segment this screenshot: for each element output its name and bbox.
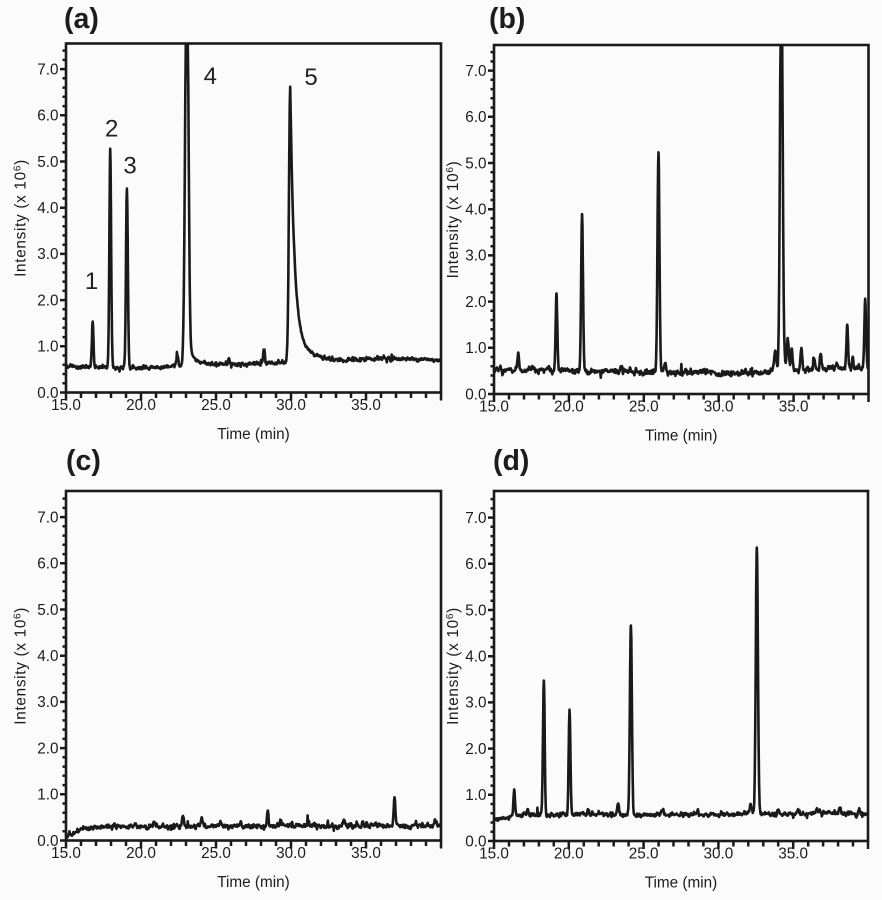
svg-text:35.0: 35.0 [351,845,381,862]
svg-text:5: 5 [304,64,317,91]
svg-text:0.0: 0.0 [37,833,58,850]
svg-text:(a): (a) [64,3,99,35]
svg-text:1.0: 1.0 [37,787,58,804]
svg-text:2.0: 2.0 [37,292,58,309]
svg-text:Intensity (x 106): Intensity (x 106) [445,161,462,279]
svg-text:15.0: 15.0 [479,846,509,863]
svg-text:7.0: 7.0 [465,510,486,527]
svg-text:3.0: 3.0 [37,694,58,711]
svg-text:Intensity (x 106): Intensity (x 106) [13,159,30,277]
svg-text:35.0: 35.0 [779,399,809,416]
svg-text:6.0: 6.0 [465,109,486,126]
svg-text:1.0: 1.0 [465,787,486,804]
svg-text:0.0: 0.0 [465,833,486,850]
svg-text:2.0: 2.0 [465,294,486,311]
svg-text:3.0: 3.0 [37,246,58,263]
svg-text:5.0: 5.0 [37,602,58,619]
svg-text:6.0: 6.0 [465,556,486,573]
svg-text:4.0: 4.0 [465,202,486,219]
svg-text:7.0: 7.0 [37,509,58,526]
svg-text:(c): (c) [66,445,101,477]
svg-text:2.0: 2.0 [465,741,486,758]
svg-text:1: 1 [85,268,98,295]
svg-text:4.0: 4.0 [465,649,486,666]
svg-text:15.0: 15.0 [479,399,509,416]
svg-text:35.0: 35.0 [351,397,381,414]
svg-text:Intensity (x 106): Intensity (x 106) [13,607,30,725]
svg-text:15.0: 15.0 [51,397,81,414]
svg-text:1.0: 1.0 [37,339,58,356]
svg-text:30.0: 30.0 [276,397,306,414]
svg-text:6.0: 6.0 [37,108,58,125]
svg-text:30.0: 30.0 [276,845,306,862]
svg-text:4.0: 4.0 [37,200,58,217]
svg-text:3.0: 3.0 [465,248,486,265]
svg-text:7.0: 7.0 [37,61,58,78]
svg-text:20.0: 20.0 [554,399,584,416]
svg-text:1.0: 1.0 [465,340,486,357]
svg-text:0.0: 0.0 [465,386,486,403]
svg-text:6.0: 6.0 [37,556,58,573]
svg-text:4: 4 [204,63,217,90]
svg-text:3: 3 [123,153,136,180]
svg-text:25.0: 25.0 [629,399,659,416]
svg-text:2: 2 [105,116,118,143]
svg-text:(d): (d) [493,445,529,477]
svg-text:30.0: 30.0 [704,399,734,416]
svg-text:Time (min): Time (min) [645,428,718,445]
svg-text:2.0: 2.0 [37,740,58,757]
svg-text:20.0: 20.0 [126,845,156,862]
svg-text:5.0: 5.0 [465,602,486,619]
svg-text:(b): (b) [489,3,525,35]
svg-text:3.0: 3.0 [465,695,486,712]
svg-text:25.0: 25.0 [201,845,231,862]
svg-text:35.0: 35.0 [778,846,808,863]
svg-text:30.0: 30.0 [704,846,734,863]
svg-text:25.0: 25.0 [201,397,231,414]
svg-text:20.0: 20.0 [554,846,584,863]
svg-text:Time (min): Time (min) [217,874,290,891]
svg-text:Time (min): Time (min) [645,875,718,892]
svg-text:5.0: 5.0 [465,155,486,172]
svg-text:5.0: 5.0 [37,154,58,171]
svg-text:20.0: 20.0 [126,397,156,414]
svg-text:Time (min): Time (min) [217,426,290,443]
svg-text:15.0: 15.0 [51,845,81,862]
svg-text:4.0: 4.0 [37,648,58,665]
svg-text:25.0: 25.0 [629,846,659,863]
svg-text:0.0: 0.0 [37,385,58,402]
svg-text:Intensity (x 106): Intensity (x 106) [445,607,462,725]
svg-text:7.0: 7.0 [465,63,486,80]
